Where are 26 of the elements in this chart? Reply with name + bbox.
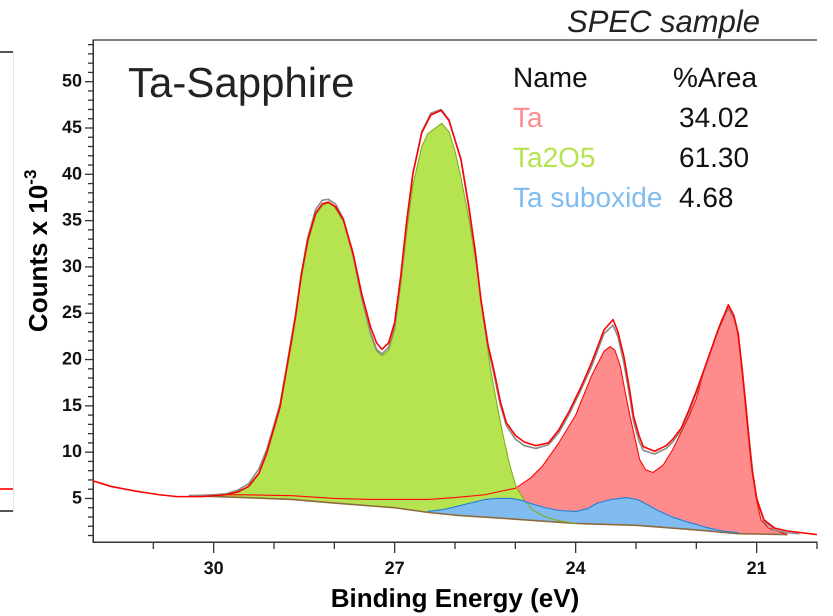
y-tick-label: 30 — [62, 256, 82, 276]
legend-title: Name — [513, 62, 588, 93]
text: Ta — [513, 102, 543, 133]
x-tick-label: 27 — [384, 558, 405, 578]
y-tick-label: 40 — [62, 163, 82, 184]
y-tick-label: 15 — [62, 394, 82, 415]
annotation: 4.68 — [679, 182, 734, 213]
text: Ta-Sapphire — [128, 59, 354, 106]
text: Ta suboxide — [513, 182, 662, 213]
x-tick-label: 24 — [566, 558, 586, 578]
y-tick-label: 25 — [62, 302, 82, 322]
annotation: 61.30 — [679, 142, 750, 173]
annotation: %Area — [673, 62, 758, 93]
chart-subtitle: SPEC sample — [567, 4, 760, 39]
y-tick-label: 10 — [62, 441, 82, 462]
series-label: Ta2O5 — [513, 142, 596, 173]
y-tick-label: 50 — [62, 70, 82, 91]
y-axis-title: Counts x 10-3 — [21, 170, 53, 332]
annotation: 34.02 — [679, 102, 750, 133]
y-tick-label: 5 — [72, 487, 82, 508]
y-tick-label: 35 — [62, 210, 82, 230]
y-tick-label: 45 — [62, 116, 82, 137]
x-tick-label: 30 — [204, 558, 224, 578]
x-axis-title: Binding Energy (eV) — [330, 583, 580, 613]
y-tick-label: 20 — [62, 348, 82, 369]
x-tick-label: 21 — [746, 558, 767, 578]
